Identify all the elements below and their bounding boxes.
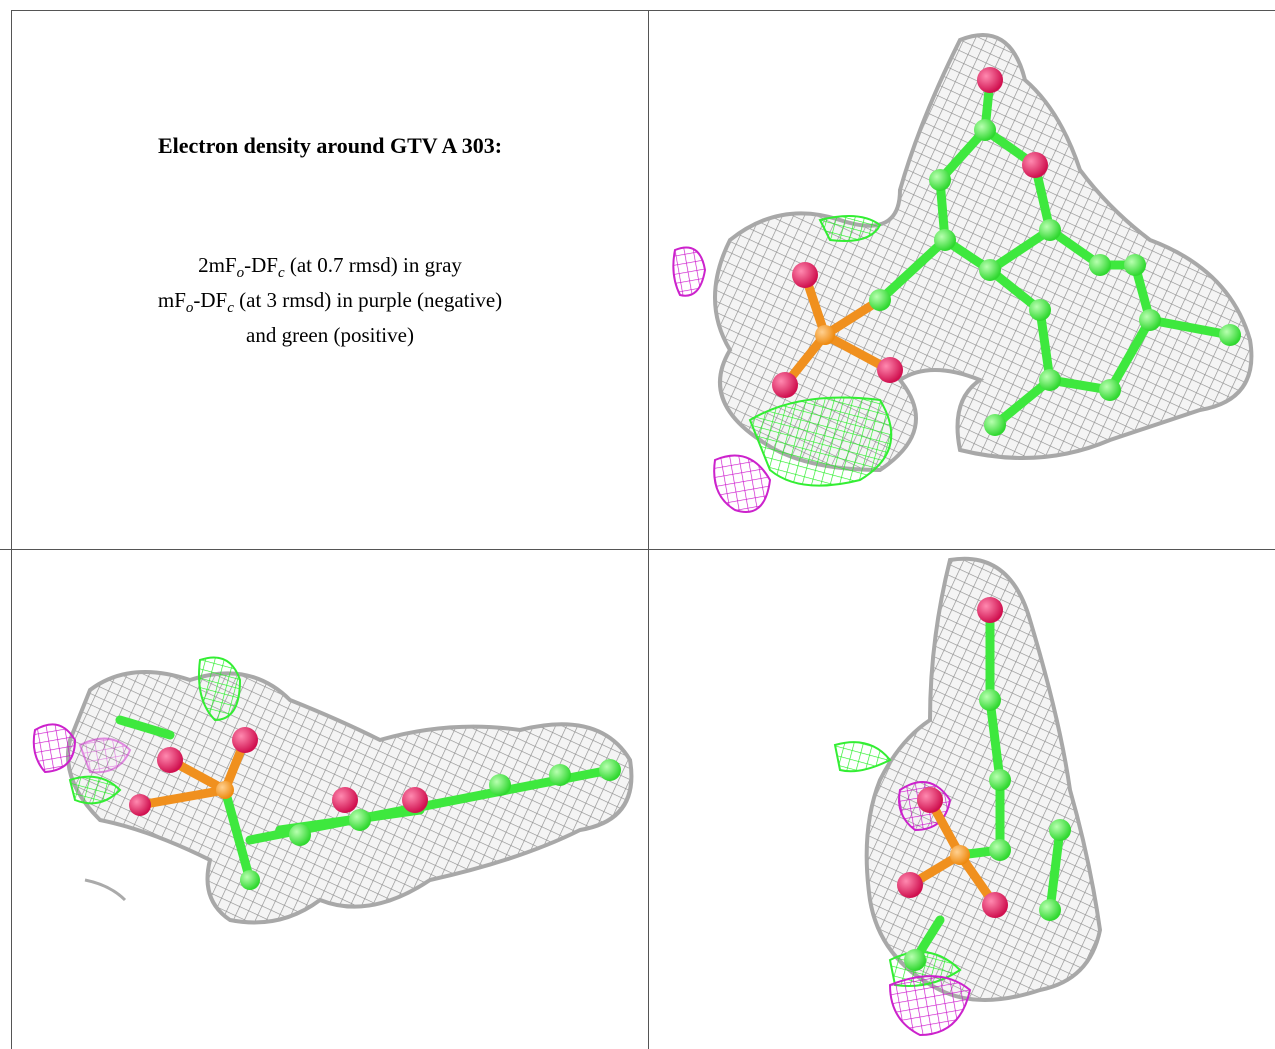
caption-text: (at 3 rmsd) in purple (negative) xyxy=(234,288,502,312)
caption-text: -DF xyxy=(193,288,227,312)
caption-text: mF xyxy=(158,288,186,312)
page-body: Electron density around GTV A 303: 2mFo-… xyxy=(0,0,1275,1049)
caption-text: (at 0.7 rmsd) in gray xyxy=(285,253,463,277)
page: {"title": "Electron density around GTV A… xyxy=(0,0,1275,1049)
panel-title: Electron density around GTV A 303: xyxy=(158,133,502,158)
caption-line: mFo-DFc (at 3 rmsd) in purple (negative) xyxy=(158,288,502,316)
caption-text: 2mF xyxy=(198,253,237,277)
density-view-2 xyxy=(34,658,632,923)
density-view-1 xyxy=(673,35,1251,512)
caption-line: 2mFo-DFc (at 0.7 rmsd) in gray xyxy=(198,253,462,281)
caption-text: and green (positive) xyxy=(246,323,414,347)
caption-text: -DF xyxy=(244,253,278,277)
figure: Electron density around GTV A 303: 2mFo-… xyxy=(0,0,1275,1049)
caption-line: and green (positive) xyxy=(246,323,414,347)
density-view-3 xyxy=(835,559,1100,1035)
